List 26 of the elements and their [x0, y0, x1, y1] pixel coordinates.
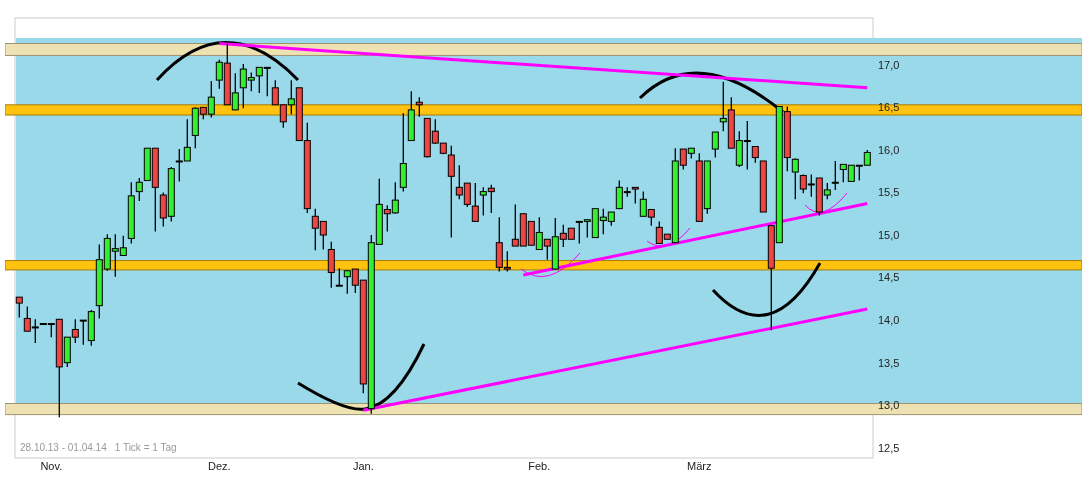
x-tick-label: Jan. — [352, 460, 374, 472]
y-tick-label: 16,5 — [878, 101, 900, 114]
candlestick — [15, 296, 23, 319]
annotation: 28.10.13 - 01.04.14 — [20, 442, 108, 453]
candlestick — [399, 112, 407, 193]
y-tick-label: 14,0 — [878, 313, 900, 326]
candlestick — [471, 182, 479, 223]
candlestick — [831, 160, 839, 191]
x-tick-label: Feb. — [528, 460, 551, 472]
candlestick — [327, 241, 335, 289]
candlestick — [447, 145, 455, 239]
y-tick-label: 15,5 — [878, 186, 900, 199]
candlestick — [135, 177, 143, 202]
y-tick-label: 17,0 — [878, 58, 900, 71]
y-tick-label: 12,5 — [878, 441, 900, 454]
annotation: 1 Tick = 1 Tag — [114, 442, 177, 453]
y-tick-label: 16,0 — [878, 143, 900, 156]
y-tick-label: 13,5 — [878, 356, 900, 369]
y-tick-label: 13,0 — [878, 399, 900, 412]
x-tick-label: Nov. — [40, 460, 63, 472]
candlestick — [791, 157, 799, 200]
y-tick-label: 15,0 — [878, 228, 900, 241]
x-tick-label: März — [687, 460, 712, 472]
x-tick-label: Dez. — [207, 460, 231, 472]
y-tick-label: 14,5 — [878, 271, 900, 284]
candlestick — [711, 131, 719, 159]
